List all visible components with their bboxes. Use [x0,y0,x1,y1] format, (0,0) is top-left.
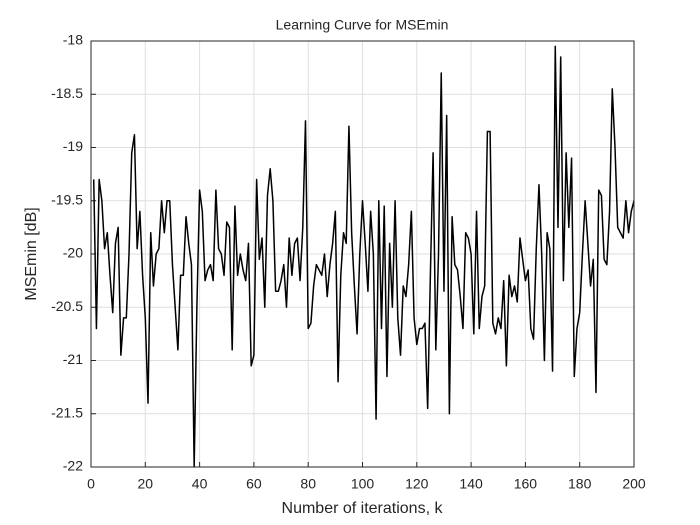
y-tick-label: -18 [63,32,83,48]
x-axis-label: Number of iterations, k [282,500,444,517]
plot-frame [90,40,635,468]
chart-title: Learning Curve for MSEmin [276,17,449,33]
x-tick-label: 80 [300,476,316,492]
x-tick-label: 200 [622,476,646,492]
x-tick-label: 180 [568,476,592,492]
x-tick-label: 120 [405,476,429,492]
x-tick-label: 160 [514,476,538,492]
x-tick-label: 60 [246,476,262,492]
y-tick-label: -22 [63,458,83,474]
x-tick-label: 40 [192,476,208,492]
x-tick-label: 20 [138,476,154,492]
y-tick-label: -21.5 [51,404,83,420]
y-axis-label: MSEmin [dB] [23,207,40,300]
y-tick-label: -18.5 [51,85,83,101]
y-tick-label: -20.5 [51,298,83,314]
x-tick-label: 0 [87,476,95,492]
y-tick-label: -19.5 [51,191,83,207]
data-line [92,45,635,468]
y-tick-label: -19 [63,138,83,154]
x-tick-label: 140 [459,476,483,492]
x-tick-label: 100 [351,476,375,492]
y-tick-label: -20 [63,245,83,261]
y-tick-label: -21 [63,351,83,367]
